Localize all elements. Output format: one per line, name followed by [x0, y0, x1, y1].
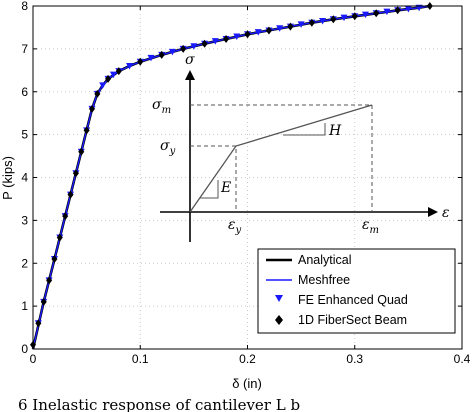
data-point-1d-fibersect-beam — [373, 9, 380, 18]
y-tick-label: 0 — [21, 342, 28, 356]
data-point-fe-enhanced-quad — [404, 6, 412, 13]
data-point-fe-enhanced-quad — [168, 48, 176, 56]
data-point-fe-enhanced-quad — [297, 21, 305, 28]
data-point-1d-fibersect-beam — [51, 254, 58, 263]
data-point-fe-enhanced-quad — [126, 63, 134, 70]
data-point-1d-fibersect-beam — [287, 22, 294, 31]
data-point-fe-enhanced-quad — [147, 54, 155, 62]
inset-epsilon-axis-label: ε — [442, 205, 450, 221]
data-point-fe-enhanced-quad — [99, 82, 107, 89]
data-point-1d-fibersect-beam — [180, 44, 187, 53]
y-axis-title: P (kips) — [0, 156, 15, 200]
data-point-1d-fibersect-beam — [308, 18, 315, 27]
data-point-1d-fibersect-beam — [67, 190, 74, 199]
data-point-1d-fibersect-beam — [137, 57, 144, 66]
inset-stress-arrow — [185, 70, 195, 80]
data-point-1d-fibersect-beam — [40, 297, 47, 306]
data-point-fe-enhanced-quad — [254, 29, 262, 36]
legend-label-fe-enhanced-quad: FE Enhanced Quad — [298, 293, 408, 307]
data-point-fe-enhanced-quad — [211, 38, 219, 45]
x-tick-label: 0.3 — [346, 352, 363, 366]
data-point-fe-enhanced-quad — [361, 11, 369, 19]
inset-strain-arrow — [428, 207, 438, 217]
data-point-1d-fibersect-beam — [351, 12, 358, 21]
y-tick-label: 2 — [21, 256, 28, 270]
data-point-fe-enhanced-quad — [109, 71, 117, 79]
data-point-fe-enhanced-quad — [340, 14, 348, 22]
figure-caption: 6 Inelastic response of cantilever L b — [18, 396, 301, 412]
data-point-1d-fibersect-beam — [223, 35, 230, 44]
legend-label-analytical: Analytical — [298, 253, 352, 267]
data-point-fe-enhanced-quad — [233, 33, 241, 40]
x-tick-label: 0.2 — [239, 352, 256, 366]
x-tick-label: 0 — [30, 352, 37, 366]
y-tick-label: 7 — [21, 42, 28, 56]
legend-label-meshfree: Meshfree — [298, 273, 350, 287]
x-tick-label: 0.1 — [132, 352, 149, 366]
data-point-1d-fibersect-beam — [265, 26, 272, 35]
data-point-1d-fibersect-beam — [94, 89, 101, 98]
data-point-1d-fibersect-beam — [244, 30, 251, 39]
inset-slope-e-triangle — [200, 180, 219, 199]
inset-slope-h-triangle — [283, 123, 326, 136]
legend: Analytical Meshfree FE Enhanced Quad 1D … — [257, 248, 456, 334]
y-tick-label: 6 — [21, 85, 28, 99]
legend-marker-1d-fibersect-beam — [275, 315, 283, 325]
data-point-1d-fibersect-beam — [394, 6, 401, 15]
series-layer — [30, 2, 433, 350]
data-point-1d-fibersect-beam — [115, 67, 122, 76]
legend-label-1d-fibersect-beam: 1D FiberSect Beam — [298, 313, 407, 327]
data-point-1d-fibersect-beam — [330, 15, 337, 24]
data-point-fe-enhanced-quad — [319, 18, 327, 25]
y-tick-label: 5 — [21, 128, 28, 142]
data-point-1d-fibersect-beam — [62, 212, 69, 221]
y-tick-label: 1 — [21, 299, 28, 313]
data-point-1d-fibersect-beam — [72, 169, 79, 178]
data-point-fe-enhanced-quad — [383, 8, 391, 16]
inset-sigma-axis-label: σ — [185, 52, 195, 68]
data-point-1d-fibersect-beam — [56, 233, 63, 242]
x-tick-label: 0.4 — [454, 352, 471, 366]
inset-slope-e-label: E — [220, 180, 231, 196]
data-point-1d-fibersect-beam — [88, 104, 95, 113]
legend-box — [257, 248, 456, 334]
data-point-1d-fibersect-beam — [78, 147, 85, 156]
data-point-1d-fibersect-beam — [46, 276, 53, 285]
data-point-1d-fibersect-beam — [201, 39, 208, 48]
inset-slope-h-label: H — [328, 123, 342, 139]
y-tick-label: 3 — [21, 213, 28, 227]
legend-marker-fe-enhanced-quad — [275, 295, 283, 302]
data-point-fe-enhanced-quad — [190, 43, 198, 50]
x-axis-title: δ (in) — [232, 376, 262, 391]
data-point-fe-enhanced-quad — [276, 25, 284, 32]
data-point-1d-fibersect-beam — [158, 50, 165, 59]
inset-ultimate-guides — [190, 104, 373, 212]
data-point-1d-fibersect-beam — [105, 74, 112, 83]
y-tick-label: 8 — [21, 0, 28, 13]
y-tick-label: 4 — [21, 171, 28, 185]
inset-yield-guides — [190, 145, 237, 212]
ticks: 0 0.1 0.2 0.3 0.4 0 1 2 3 4 5 6 7 8 — [21, 0, 470, 366]
data-point-1d-fibersect-beam — [35, 319, 42, 328]
data-point-1d-fibersect-beam — [83, 126, 90, 135]
